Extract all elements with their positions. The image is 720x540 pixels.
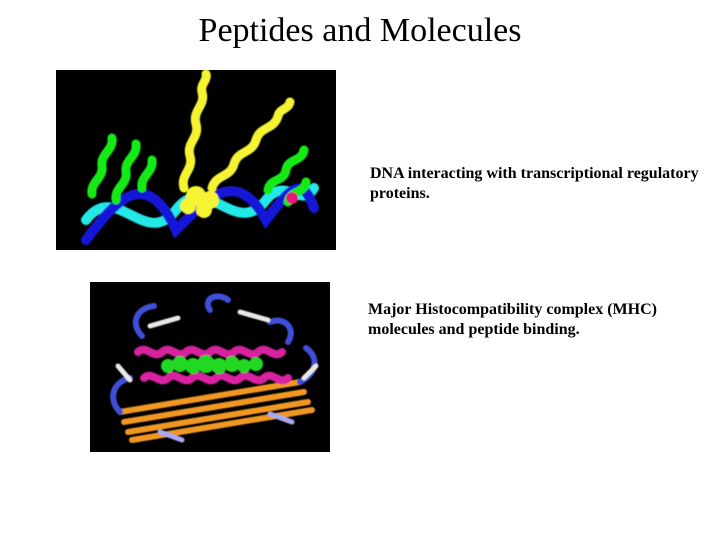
figure-mhc xyxy=(90,282,330,452)
dna-illustration xyxy=(56,70,336,250)
caption-dna: DNA interacting with transcriptional reg… xyxy=(370,164,706,204)
page-title: Peptides and Molecules xyxy=(0,12,720,50)
mhc-illustration xyxy=(90,282,330,452)
caption-mhc: Major Histocompatibility complex (MHC) m… xyxy=(368,300,704,340)
figure-dna xyxy=(56,70,336,250)
